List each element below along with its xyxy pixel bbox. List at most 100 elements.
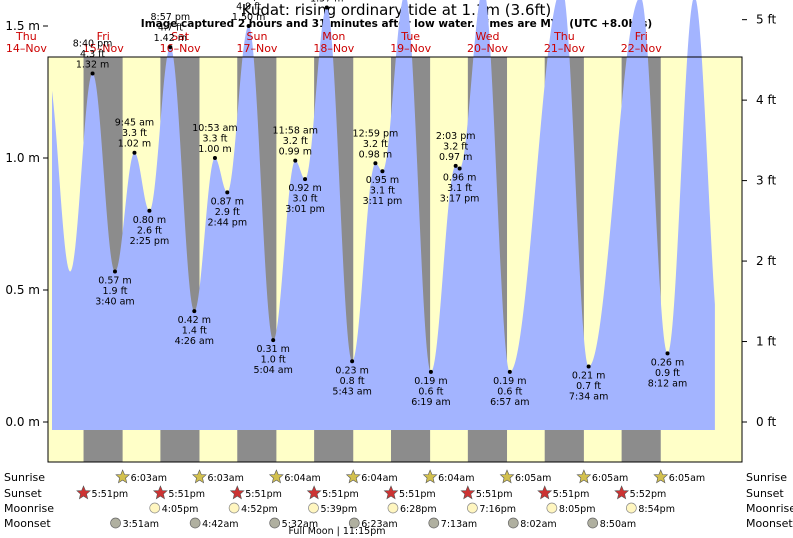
date-label: 14–Nov <box>6 42 47 55</box>
moonrise-icon <box>308 502 319 514</box>
moonrise-time: 4:52pm <box>241 504 278 515</box>
sunset-time: 5:51pm <box>399 489 436 500</box>
tide-label-text: 0.87 m <box>211 196 244 207</box>
tide-point <box>112 269 117 274</box>
sunrise-time: 6:03am <box>131 473 167 484</box>
date-label: 15–Nov <box>83 42 124 55</box>
sunset-star-icon <box>383 485 399 500</box>
tide-point <box>380 169 385 174</box>
right-tick-label: 1 ft <box>756 335 776 349</box>
tide-label-text: 0.99 m <box>279 147 312 158</box>
tide-labels: 8:40 pm4.3 ft1.32 m 0.57 m1.9 ft3:40 am 9:… <box>73 0 687 408</box>
date-label: 22–Nov <box>621 42 662 55</box>
tide-label-text: 3:40 am <box>95 297 134 308</box>
tide-label-text: 0.57 m <box>98 276 131 287</box>
moonrise-icon <box>625 502 637 514</box>
sunrise-star-icon <box>422 469 438 484</box>
tide-label-text: 12:59 pm <box>353 128 399 139</box>
date-label: 19–Nov <box>390 42 431 55</box>
tide-label-text: 3.3 ft <box>202 134 227 145</box>
sunset-star-icon <box>152 485 168 500</box>
tide-label-text: 1.57 m <box>310 0 343 5</box>
tide-point <box>507 369 512 374</box>
tide-label-text: 0.19 m <box>414 376 447 387</box>
sunrise-time: 6:04am <box>438 473 474 484</box>
tide-label-text: 0.21 m <box>572 371 605 382</box>
moonset-time: 3:51am <box>123 519 159 530</box>
tide-label-text: 0.7 ft <box>576 381 601 392</box>
sunset-star-icon <box>229 485 245 500</box>
moonset-time: 8:50am <box>600 519 636 530</box>
row-label-right-sunset: Sunset <box>746 487 784 500</box>
day-name-label: Thu <box>553 30 575 43</box>
left-tick-label: 1.5 m <box>5 19 40 33</box>
tide-label-text: 1.9 ft <box>102 286 127 297</box>
tide-label-text: 1.00 m <box>198 144 231 155</box>
moonset-icon <box>348 517 360 529</box>
row-label-moonset: Moonset <box>4 517 51 530</box>
tide-label-text: 6:57 am <box>490 397 529 408</box>
right-tick-label: 0 ft <box>756 415 776 429</box>
tide-point <box>225 190 230 195</box>
sunset-star-icon <box>537 485 553 500</box>
row-label-sunset: Sunset <box>4 487 42 500</box>
day-name-label: Thu <box>15 30 37 43</box>
tide-point <box>457 166 462 171</box>
tide-label-text: 0.6 ft <box>418 386 443 397</box>
left-tick-label: 1.0 m <box>5 151 40 165</box>
moonset-icon <box>587 517 599 529</box>
tide-label-text: 0.42 m <box>178 315 211 326</box>
tide-label-text: 1.50 m <box>232 12 265 23</box>
tide-point <box>586 364 591 369</box>
row-label-right-moonset: Moonset <box>746 517 793 530</box>
tide-label-text: 1.42 m <box>154 33 187 44</box>
tide-label-text: 0.9 ft <box>655 368 680 379</box>
date-label: 20–Nov <box>467 42 508 55</box>
right-tick-label: 4 ft <box>756 93 776 107</box>
moonset-icon <box>189 517 201 529</box>
tide-point <box>350 359 355 364</box>
sunrise-star-icon <box>268 469 284 484</box>
tide-label-text: 0.8 ft <box>340 376 365 387</box>
sunset-time: 5:52pm <box>630 489 667 500</box>
tide-label-text: 8:12 am <box>648 378 687 389</box>
moonset-time: 4:42am <box>202 519 238 530</box>
right-tick-label: 2 ft <box>756 254 776 268</box>
tide-label-text: 5:43 am <box>332 386 371 397</box>
left-tick-label: 0.0 m <box>5 415 40 429</box>
date-label: 18–Nov <box>313 42 354 55</box>
sunset-star-icon <box>306 485 322 500</box>
tide-label-text: 3.0 ft <box>293 194 318 205</box>
tide-label-text: 3:11 pm <box>363 196 403 207</box>
sunrise-star-icon <box>576 469 592 484</box>
sunrise-time: 6:05am <box>669 473 705 484</box>
tide-area-layer <box>52 0 715 430</box>
tide-label-text: 8:40 pm <box>73 39 113 50</box>
tide-label-text: 0.95 m <box>366 175 399 186</box>
moonrise-icon <box>467 502 478 514</box>
moonrise-icon <box>149 502 161 514</box>
tide-label-text: 11:58 am <box>273 126 318 137</box>
tide-point <box>303 177 308 182</box>
sunset-star-icon <box>460 485 476 500</box>
tide-label-text: 2:25 pm <box>130 236 170 247</box>
tide-label-text: 0.92 m <box>288 183 321 194</box>
day-name-label: Tue <box>400 30 420 43</box>
moonset-icon <box>507 517 519 529</box>
moonrise-icon <box>228 502 240 514</box>
moonset-icon <box>110 517 121 529</box>
tide-point <box>212 156 217 160</box>
sunset-time: 5:51pm <box>92 489 129 500</box>
tide-label-text: 3.1 ft <box>370 186 395 197</box>
sunset-star-icon <box>614 485 630 500</box>
day-name-label: Wed <box>476 30 500 43</box>
sunrise-star-icon <box>192 469 207 484</box>
moonrise-time: 8:54pm <box>638 504 675 515</box>
tide-label-text: 6:19 am <box>411 397 450 408</box>
tide-label-text: 0.23 m <box>335 365 368 376</box>
tide-point <box>132 150 137 155</box>
tide-label-text: 0.98 m <box>359 149 392 160</box>
tide-label-text: 0.26 m <box>651 357 684 368</box>
astro-rows: Sunrise Sunrise Sunset Sunset Moonrise Moonri… <box>4 469 793 537</box>
sunset-time: 5:51pm <box>245 489 282 500</box>
